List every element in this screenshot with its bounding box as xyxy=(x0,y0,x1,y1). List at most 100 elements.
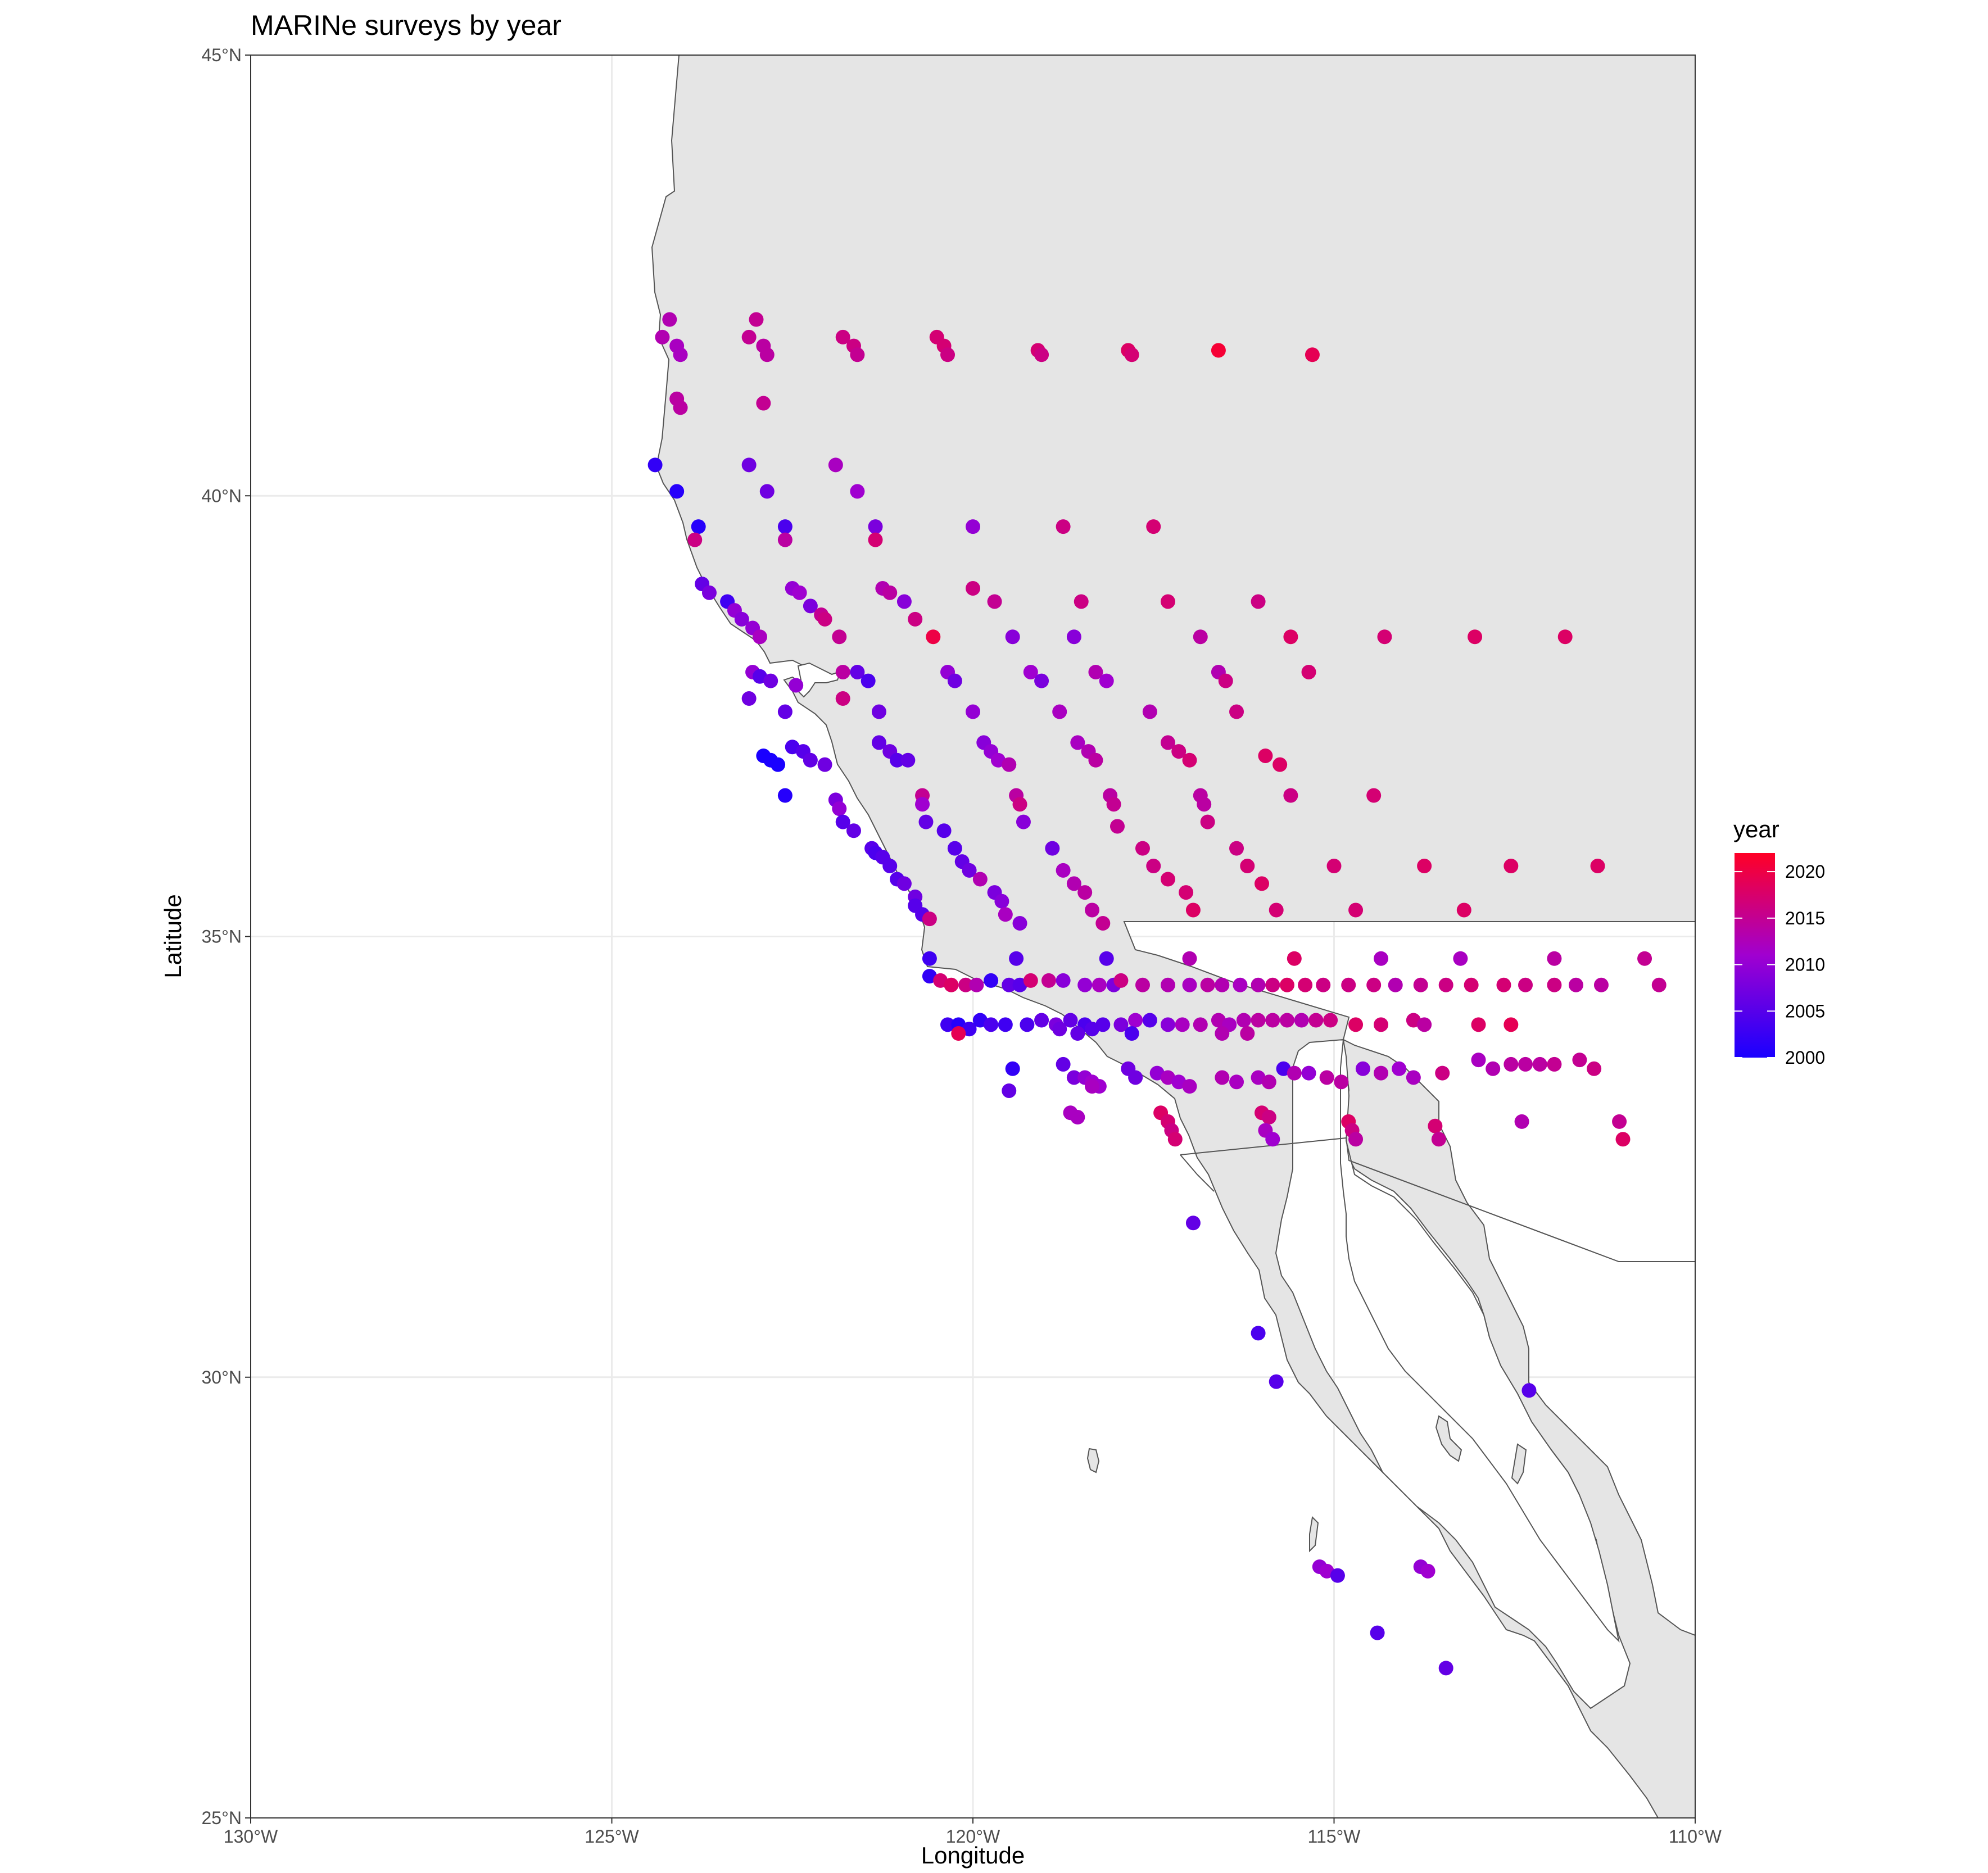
survey-point xyxy=(1185,1216,1201,1231)
x-axis: 130°W 125°W 120°W 115°W 110°W xyxy=(224,1818,1722,1847)
survey-point xyxy=(1012,915,1027,931)
survey-point xyxy=(1251,1326,1266,1341)
survey-point xyxy=(691,519,706,534)
survey-point xyxy=(1128,1013,1143,1028)
survey-point xyxy=(1052,704,1067,719)
survey-point xyxy=(1070,735,1085,750)
survey-point xyxy=(1002,757,1017,772)
survey-point xyxy=(918,814,934,829)
survey-point xyxy=(1092,977,1107,992)
survey-point xyxy=(1185,903,1201,918)
survey-point xyxy=(1283,788,1298,803)
survey-point xyxy=(832,801,847,817)
survey-point xyxy=(1334,1074,1349,1090)
survey-point xyxy=(1308,1013,1324,1028)
survey-point xyxy=(1009,951,1024,966)
survey-point xyxy=(1468,629,1483,645)
survey-point xyxy=(741,691,757,706)
survey-point xyxy=(662,312,677,327)
survey-point xyxy=(1063,1013,1078,1028)
survey-point xyxy=(1236,1013,1251,1028)
survey-point xyxy=(1413,977,1428,992)
survey-point xyxy=(1088,752,1103,768)
survey-point xyxy=(1142,1013,1157,1028)
survey-point xyxy=(940,347,955,362)
survey-point xyxy=(1615,1132,1631,1147)
survey-point xyxy=(958,977,973,992)
survey-point xyxy=(850,347,865,362)
y-tick-label: 25°N xyxy=(202,1808,242,1828)
survey-point xyxy=(1099,673,1114,688)
survey-point xyxy=(1215,977,1230,992)
survey-point xyxy=(832,629,847,645)
survey-point xyxy=(1240,1026,1255,1041)
survey-point xyxy=(1265,1132,1280,1147)
survey-point xyxy=(969,977,984,992)
survey-point xyxy=(1435,1065,1450,1081)
y-tick-label: 45°N xyxy=(202,45,242,65)
survey-point xyxy=(828,457,843,473)
survey-point xyxy=(1431,1132,1446,1147)
legend-tick-label: 2020 xyxy=(1785,861,1825,882)
survey-point xyxy=(1160,872,1175,887)
survey-point xyxy=(1420,1563,1435,1579)
survey-point xyxy=(1085,903,1100,918)
x-tick-label: 125°W xyxy=(585,1826,639,1847)
survey-point xyxy=(1056,1056,1071,1072)
survey-point xyxy=(1464,977,1479,992)
survey-point xyxy=(922,951,937,966)
survey-point xyxy=(1099,951,1114,966)
survey-point xyxy=(1279,1013,1294,1028)
survey-point xyxy=(1438,977,1453,992)
survey-point xyxy=(1146,519,1161,534)
survey-point xyxy=(947,841,962,856)
survey-point xyxy=(1557,629,1573,645)
survey-point xyxy=(998,1017,1013,1032)
survey-point xyxy=(1316,977,1331,992)
survey-point xyxy=(759,484,775,499)
survey-point xyxy=(868,532,883,547)
survey-point xyxy=(1251,977,1266,992)
survey-point xyxy=(1135,977,1150,992)
survey-point xyxy=(1366,788,1382,803)
survey-point xyxy=(669,484,685,499)
survey-point xyxy=(998,907,1013,922)
survey-point xyxy=(1066,629,1081,645)
survey-point xyxy=(1229,1074,1244,1090)
survey-point xyxy=(817,757,832,772)
survey-point xyxy=(749,312,764,327)
survey-point xyxy=(936,823,952,838)
survey-point xyxy=(1095,915,1111,931)
survey-point xyxy=(1326,859,1342,874)
legend-ticks: 2000 2005 2010 2015 2020 xyxy=(1735,861,1825,1068)
survey-point xyxy=(1305,347,1320,362)
survey-point xyxy=(1113,973,1129,988)
survey-point xyxy=(868,519,883,534)
survey-point xyxy=(1392,1061,1407,1076)
survey-point xyxy=(1504,859,1519,874)
survey-point xyxy=(1323,1013,1338,1028)
survey-point xyxy=(871,704,886,719)
survey-point xyxy=(1406,1070,1421,1085)
survey-point xyxy=(1456,903,1471,918)
survey-point xyxy=(1052,1022,1067,1037)
survey-point xyxy=(1066,876,1081,891)
survey-point xyxy=(896,876,912,891)
survey-point xyxy=(1251,594,1266,609)
survey-point xyxy=(947,673,962,688)
survey-point xyxy=(1514,1114,1529,1129)
survey-point xyxy=(1265,1013,1280,1028)
survey-point xyxy=(1370,1625,1385,1640)
survey-point xyxy=(908,611,923,627)
survey-point xyxy=(1547,1056,1562,1072)
survey-point xyxy=(1572,1053,1587,1068)
x-tick-label: 130°W xyxy=(224,1826,278,1847)
survey-point xyxy=(835,814,850,829)
island-angel xyxy=(1511,1443,1527,1485)
survey-point xyxy=(673,400,688,415)
survey-point xyxy=(1106,797,1121,812)
survey-point xyxy=(871,735,886,750)
survey-point xyxy=(1016,814,1031,829)
survey-point xyxy=(1261,1110,1276,1125)
survey-point xyxy=(741,457,757,473)
